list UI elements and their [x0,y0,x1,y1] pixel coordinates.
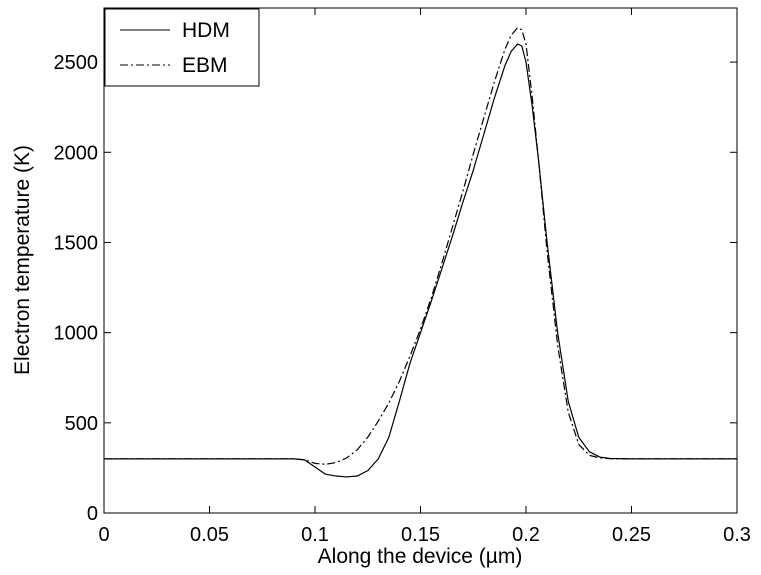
x-tick-labels: 0 0.05 0.1 0.15 0.2 0.25 0.3 [98,524,750,546]
x-tick-label: 0.2 [512,524,540,546]
y-tick-label: 1500 [54,232,99,254]
x-axis-label: Along the device (µm) [318,545,523,568]
x-tick-label: 0.05 [190,524,229,546]
y-tick-label: 500 [65,413,98,435]
legend-box [104,8,260,87]
x-tick-label: 0.25 [612,524,651,546]
legend: HDM EBM [104,8,260,87]
series-line-hdm [104,43,737,478]
x-tick-label: 0.3 [723,524,751,546]
series-line-ebm [104,27,737,465]
x-tick-label: 0.1 [301,524,329,546]
x-tick-label: 0 [98,524,109,546]
legend-label-hdm: HDM [182,19,230,42]
x-tick-label: 0.15 [401,524,440,546]
y-tick-label: 1000 [54,323,99,345]
y-tick-label: 2000 [54,142,99,164]
legend-label-ebm: EBM [182,54,228,77]
y-axis-label: Electron temperature (K) [11,145,34,375]
series-lines [104,27,737,478]
y-tick-label: 2500 [54,52,99,74]
y-tick-labels: 0 500 1000 1500 2000 2500 [54,52,99,525]
y-tick-label: 0 [87,503,98,525]
